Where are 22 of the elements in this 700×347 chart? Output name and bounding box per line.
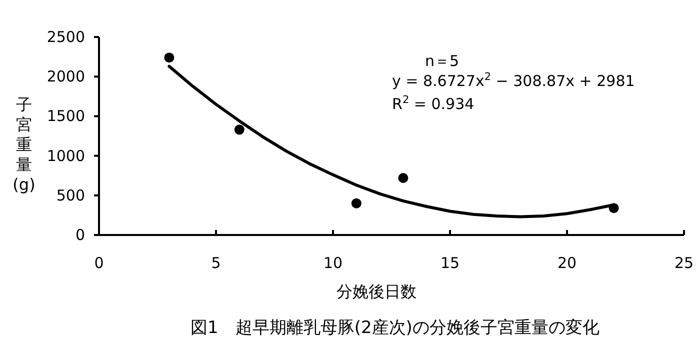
x-tick-label: 10 — [323, 254, 343, 272]
annotation: n＝5 — [425, 52, 460, 70]
y-tick-label: 1500 — [46, 107, 85, 126]
annotation: R$^{2}$ = 0.934 — [392, 94, 474, 113]
x-tick-label: 5 — [211, 254, 221, 272]
x-tick-label: 0 — [94, 254, 104, 272]
point — [398, 172, 408, 183]
x-tick-label: 25 — [674, 254, 694, 272]
x-tick-label: 20 — [557, 254, 577, 272]
text: 図1 超早期離乳母豚(2産次)の分娩後子宮重量の変化 — [190, 318, 600, 338]
point — [164, 52, 174, 63]
y-tick-label: 2000 — [46, 68, 85, 86]
point — [351, 198, 362, 208]
y-axis-title: 子宮重量(g) — [12, 95, 36, 194]
y-tick-label: 0 — [75, 226, 85, 244]
x-tick-label: 15 — [440, 254, 460, 272]
y-tick-label: 1000 — [46, 146, 85, 165]
x-axis-title: 分娩後日数 — [336, 282, 416, 301]
y-tick-label: 500 — [56, 186, 85, 204]
annotation: y = 8.6727x$^{2}$ − 308.87x + 2981 — [392, 71, 635, 90]
point — [234, 124, 244, 135]
y-tick-label: 2500 — [46, 28, 85, 46]
